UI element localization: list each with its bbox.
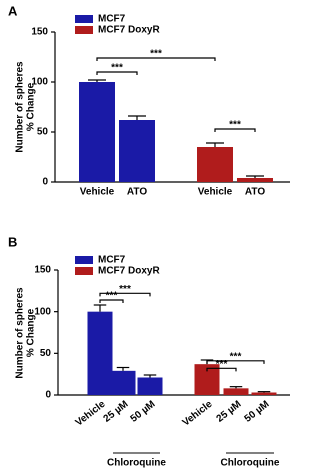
panel-label: A <box>8 3 18 18</box>
x-tick-label: Vehicle <box>74 399 108 429</box>
significance-bracket <box>96 71 138 75</box>
x-tick-label: Vehicle <box>198 187 233 198</box>
bar <box>119 120 155 182</box>
significance-label: *** <box>119 284 131 295</box>
y-tick-label: 150 <box>34 265 51 276</box>
y-tick-label: 100 <box>31 77 48 88</box>
bar <box>251 392 277 395</box>
y-tick-label: 150 <box>31 27 48 38</box>
significance-label: *** <box>229 120 241 131</box>
bar <box>110 370 136 395</box>
group-label: Chloroquine <box>221 458 280 469</box>
y-tick-label: 100 <box>34 306 51 317</box>
y-axis-label: % Change <box>26 82 37 131</box>
legend-swatch <box>75 26 93 34</box>
bar <box>79 82 115 182</box>
significance-bracket <box>99 292 151 297</box>
x-tick-label: Vehicle <box>181 399 215 429</box>
significance-bracket <box>206 367 237 372</box>
significance-label: *** <box>150 49 162 60</box>
significance-bracket <box>96 57 216 61</box>
x-tick-label: ATO <box>245 187 265 198</box>
y-tick-label: 50 <box>37 127 49 138</box>
legend-label: MCF7 <box>98 14 126 25</box>
significance-label: *** <box>111 63 123 74</box>
legend-swatch <box>75 267 93 275</box>
y-axis-label: Number of spheres <box>15 61 26 153</box>
bar <box>137 377 163 395</box>
significance-bracket <box>206 360 265 364</box>
x-tick-label: 25 µM <box>102 399 131 425</box>
y-axis-label: % Change <box>26 308 37 357</box>
legend-swatch <box>75 15 93 23</box>
legend-label: MCF7 <box>98 255 126 266</box>
significance-label: *** <box>230 351 242 362</box>
x-tick-label: 50 µM <box>129 399 158 425</box>
bar <box>87 311 113 395</box>
significance-bracket <box>214 128 256 132</box>
y-axis-label: Number of spheres <box>15 287 26 379</box>
significance-label: *** <box>216 359 228 370</box>
x-tick-label: Vehicle <box>80 187 115 198</box>
significance-label: *** <box>106 291 118 302</box>
y-tick-label: 0 <box>45 390 51 401</box>
legend-label: MCF7 DoxyR <box>98 266 160 277</box>
y-tick-label: 0 <box>42 177 48 188</box>
bar <box>197 147 233 182</box>
legend-label: MCF7 DoxyR <box>98 25 160 36</box>
legend-swatch <box>75 256 93 264</box>
bar <box>223 388 249 395</box>
x-tick-label: 25 µM <box>215 399 244 425</box>
x-tick-label: ATO <box>127 187 147 198</box>
significance-bracket <box>99 299 124 303</box>
x-tick-label: 50 µM <box>243 399 272 425</box>
bar <box>237 178 273 182</box>
y-tick-label: 50 <box>40 348 52 359</box>
group-label: Chloroquine <box>107 458 166 469</box>
panel-label: B <box>8 234 17 249</box>
